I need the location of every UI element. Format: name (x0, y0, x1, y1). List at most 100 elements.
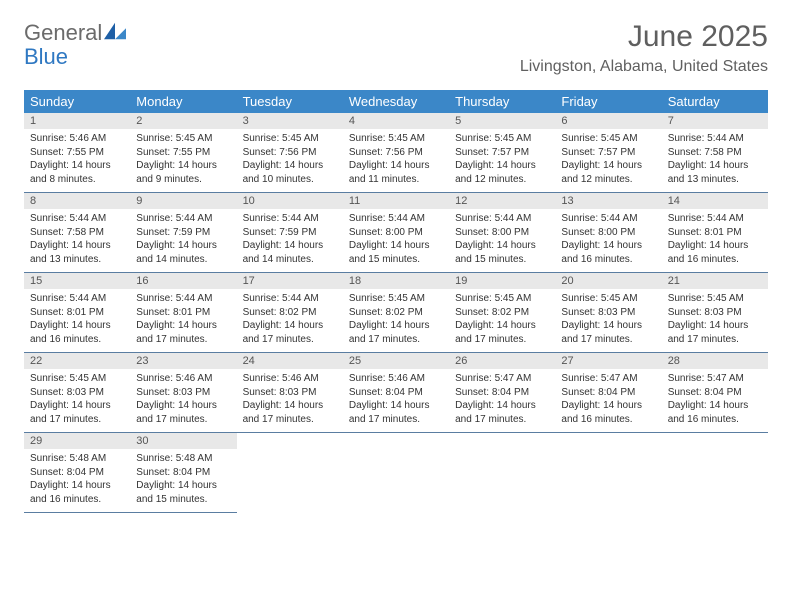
day-daylight2: and 8 minutes. (30, 173, 124, 187)
day-daylight1: Daylight: 14 hours (30, 319, 124, 333)
day-number: 29 (24, 433, 130, 449)
day-sunset: Sunset: 8:03 PM (561, 306, 655, 320)
day-daylight1: Daylight: 14 hours (243, 319, 337, 333)
day-number: 2 (130, 113, 236, 129)
day-sunrise: Sunrise: 5:44 AM (668, 212, 762, 226)
day-sunset: Sunset: 8:00 PM (455, 226, 549, 240)
day-daylight2: and 17 minutes. (136, 413, 230, 427)
day-daylight2: and 13 minutes. (30, 253, 124, 267)
day-sunset: Sunset: 8:04 PM (136, 466, 230, 480)
day-number: 13 (555, 193, 661, 209)
day-daylight2: and 16 minutes. (668, 413, 762, 427)
day-daylight1: Daylight: 14 hours (561, 399, 655, 413)
day-daylight2: and 10 minutes. (243, 173, 337, 187)
day-cell: 3Sunrise: 5:45 AMSunset: 7:56 PMDaylight… (237, 113, 343, 193)
day-number: 30 (130, 433, 236, 449)
day-cell: 30Sunrise: 5:48 AMSunset: 8:04 PMDayligh… (130, 433, 236, 513)
day-sunrise: Sunrise: 5:47 AM (668, 372, 762, 386)
day-sunset: Sunset: 8:03 PM (30, 386, 124, 400)
day-number: 6 (555, 113, 661, 129)
day-daylight2: and 17 minutes. (455, 413, 549, 427)
day-daylight1: Daylight: 14 hours (136, 159, 230, 173)
logo-text-blue: Blue (24, 44, 68, 69)
day-daylight1: Daylight: 14 hours (243, 159, 337, 173)
week-row: 22Sunrise: 5:45 AMSunset: 8:03 PMDayligh… (24, 353, 768, 433)
day-cell: 15Sunrise: 5:44 AMSunset: 8:01 PMDayligh… (24, 273, 130, 353)
day-daylight1: Daylight: 14 hours (30, 239, 124, 253)
day-daylight1: Daylight: 14 hours (455, 399, 549, 413)
day-daylight1: Daylight: 14 hours (668, 159, 762, 173)
day-number: 24 (237, 353, 343, 369)
day-cell: 8Sunrise: 5:44 AMSunset: 7:58 PMDaylight… (24, 193, 130, 273)
day-sunset: Sunset: 7:55 PM (30, 146, 124, 160)
day-sunrise: Sunrise: 5:45 AM (561, 132, 655, 146)
day-cell: 18Sunrise: 5:45 AMSunset: 8:02 PMDayligh… (343, 273, 449, 353)
day-number: 21 (662, 273, 768, 289)
day-daylight2: and 16 minutes. (30, 493, 124, 507)
day-body: Sunrise: 5:44 AMSunset: 7:59 PMDaylight:… (237, 209, 343, 272)
day-number: 8 (24, 193, 130, 209)
day-sunset: Sunset: 8:04 PM (455, 386, 549, 400)
day-daylight2: and 17 minutes. (136, 333, 230, 347)
day-daylight2: and 16 minutes. (561, 253, 655, 267)
day-cell: 21Sunrise: 5:45 AMSunset: 8:03 PMDayligh… (662, 273, 768, 353)
day-body: Sunrise: 5:45 AMSunset: 7:55 PMDaylight:… (130, 129, 236, 192)
day-daylight2: and 11 minutes. (349, 173, 443, 187)
day-cell (555, 433, 661, 513)
day-number: 26 (449, 353, 555, 369)
day-number: 28 (662, 353, 768, 369)
day-sunset: Sunset: 8:01 PM (136, 306, 230, 320)
day-number: 3 (237, 113, 343, 129)
day-daylight2: and 17 minutes. (349, 333, 443, 347)
day-sunset: Sunset: 7:57 PM (455, 146, 549, 160)
week-row: 15Sunrise: 5:44 AMSunset: 8:01 PMDayligh… (24, 273, 768, 353)
day-number: 11 (343, 193, 449, 209)
day-cell (343, 433, 449, 513)
day-daylight1: Daylight: 14 hours (668, 399, 762, 413)
day-sunrise: Sunrise: 5:45 AM (349, 292, 443, 306)
day-body: Sunrise: 5:48 AMSunset: 8:04 PMDaylight:… (24, 449, 130, 512)
day-daylight1: Daylight: 14 hours (349, 319, 443, 333)
day-number: 18 (343, 273, 449, 289)
day-body: Sunrise: 5:44 AMSunset: 8:00 PMDaylight:… (555, 209, 661, 272)
day-body: Sunrise: 5:44 AMSunset: 8:01 PMDaylight:… (662, 209, 768, 272)
day-sunset: Sunset: 8:00 PM (561, 226, 655, 240)
day-number: 20 (555, 273, 661, 289)
day-body: Sunrise: 5:45 AMSunset: 8:02 PMDaylight:… (343, 289, 449, 352)
day-body: Sunrise: 5:44 AMSunset: 8:01 PMDaylight:… (24, 289, 130, 352)
day-number: 5 (449, 113, 555, 129)
day-sunset: Sunset: 7:59 PM (243, 226, 337, 240)
day-sunrise: Sunrise: 5:44 AM (243, 212, 337, 226)
day-cell: 9Sunrise: 5:44 AMSunset: 7:59 PMDaylight… (130, 193, 236, 273)
day-number: 16 (130, 273, 236, 289)
day-daylight1: Daylight: 14 hours (136, 319, 230, 333)
day-sunrise: Sunrise: 5:44 AM (243, 292, 337, 306)
day-body: Sunrise: 5:47 AMSunset: 8:04 PMDaylight:… (555, 369, 661, 432)
day-cell: 17Sunrise: 5:44 AMSunset: 8:02 PMDayligh… (237, 273, 343, 353)
day-sunrise: Sunrise: 5:44 AM (455, 212, 549, 226)
day-cell: 19Sunrise: 5:45 AMSunset: 8:02 PMDayligh… (449, 273, 555, 353)
day-daylight2: and 16 minutes. (561, 413, 655, 427)
day-daylight1: Daylight: 14 hours (668, 239, 762, 253)
day-body: Sunrise: 5:45 AMSunset: 8:03 PMDaylight:… (662, 289, 768, 352)
day-header: Thursday (449, 90, 555, 113)
day-sunset: Sunset: 8:04 PM (561, 386, 655, 400)
day-sunset: Sunset: 8:04 PM (668, 386, 762, 400)
day-body: Sunrise: 5:44 AMSunset: 8:01 PMDaylight:… (130, 289, 236, 352)
day-sunset: Sunset: 8:03 PM (243, 386, 337, 400)
day-cell: 26Sunrise: 5:47 AMSunset: 8:04 PMDayligh… (449, 353, 555, 433)
day-sunrise: Sunrise: 5:48 AM (136, 452, 230, 466)
day-number: 7 (662, 113, 768, 129)
day-header: Tuesday (237, 90, 343, 113)
day-header-row: Sunday Monday Tuesday Wednesday Thursday… (24, 90, 768, 113)
day-daylight1: Daylight: 14 hours (561, 319, 655, 333)
day-sunrise: Sunrise: 5:48 AM (30, 452, 124, 466)
day-daylight2: and 16 minutes. (30, 333, 124, 347)
day-sunrise: Sunrise: 5:45 AM (30, 372, 124, 386)
day-sunset: Sunset: 8:04 PM (349, 386, 443, 400)
day-daylight1: Daylight: 14 hours (136, 239, 230, 253)
day-body: Sunrise: 5:44 AMSunset: 7:59 PMDaylight:… (130, 209, 236, 272)
week-row: 1Sunrise: 5:46 AMSunset: 7:55 PMDaylight… (24, 113, 768, 193)
day-sunset: Sunset: 7:55 PM (136, 146, 230, 160)
day-daylight2: and 14 minutes. (243, 253, 337, 267)
